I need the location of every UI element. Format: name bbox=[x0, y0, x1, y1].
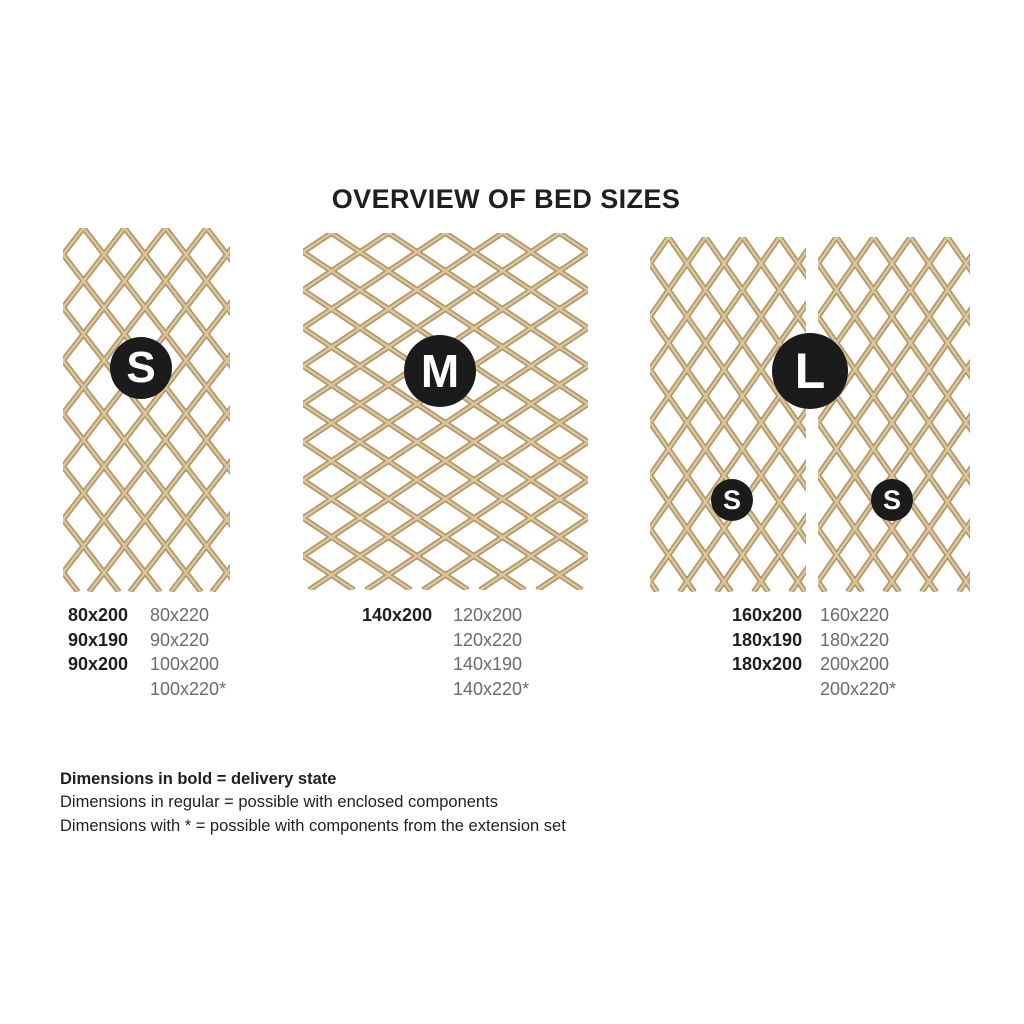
size-item: 90x220 bbox=[150, 629, 210, 650]
size-item: 180x200 bbox=[732, 654, 803, 674]
size-table-l-regular-column: 160x220 180x220 200x200 200x220* bbox=[820, 603, 896, 701]
size-item: 120x200 bbox=[453, 605, 523, 625]
size-table-s-regular-column: 80x220 90x220 100x200 100x220* bbox=[150, 603, 226, 701]
bed-m-lattice bbox=[303, 233, 588, 590]
bed-m-badge: M bbox=[404, 335, 476, 407]
size-item: 80x200 bbox=[68, 605, 129, 625]
legend-line-regular: Dimensions in regular = possible with en… bbox=[60, 793, 498, 812]
bed-l-sub-badge-right: S bbox=[871, 479, 913, 521]
bed-l-sub-badge-left: S bbox=[711, 479, 753, 521]
size-item: 90x190 bbox=[68, 629, 129, 650]
legend-line-asterisk: Dimensions with * = possible with compon… bbox=[60, 816, 566, 835]
size-table-m-regular-column: 120x200 120x220 140x190 140x220* bbox=[453, 603, 529, 701]
bed-l-badge: L bbox=[772, 333, 848, 409]
size-item: 140x220* bbox=[453, 678, 530, 699]
bed-l-left-lattice bbox=[650, 237, 806, 592]
size-item: 80x220 bbox=[150, 605, 210, 625]
size-table-s-bold-column: 80x200 90x190 90x200 bbox=[68, 603, 128, 677]
size-item: 180x190 bbox=[732, 629, 803, 650]
size-item: 200x220* bbox=[820, 678, 897, 699]
legend: Dimensions in bold = delivery state Dime… bbox=[60, 768, 566, 838]
bed-l-right-lattice bbox=[818, 237, 970, 592]
size-table-l-bold-column: 160x200 180x190 180x200 bbox=[732, 603, 802, 677]
size-item: 140x200 bbox=[362, 605, 433, 625]
legend-line-bold: Dimensions in bold = delivery state bbox=[60, 770, 337, 788]
size-item: 200x200 bbox=[820, 654, 890, 674]
size-item: 100x220* bbox=[150, 678, 227, 699]
size-item: 120x220 bbox=[453, 629, 523, 650]
bed-s-lattice bbox=[63, 228, 230, 592]
bed-s-badge: S bbox=[110, 337, 172, 399]
size-item: 90x200 bbox=[68, 654, 129, 674]
size-item: 100x200 bbox=[150, 654, 220, 674]
size-item: 160x220 bbox=[820, 605, 890, 625]
page-title: OVERVIEW OF BED SIZES bbox=[331, 184, 681, 214]
size-item: 160x200 bbox=[732, 605, 803, 625]
size-item: 180x220 bbox=[820, 629, 890, 650]
size-item: 140x190 bbox=[453, 654, 523, 674]
size-table-m-bold-column: 140x200 bbox=[362, 603, 432, 628]
